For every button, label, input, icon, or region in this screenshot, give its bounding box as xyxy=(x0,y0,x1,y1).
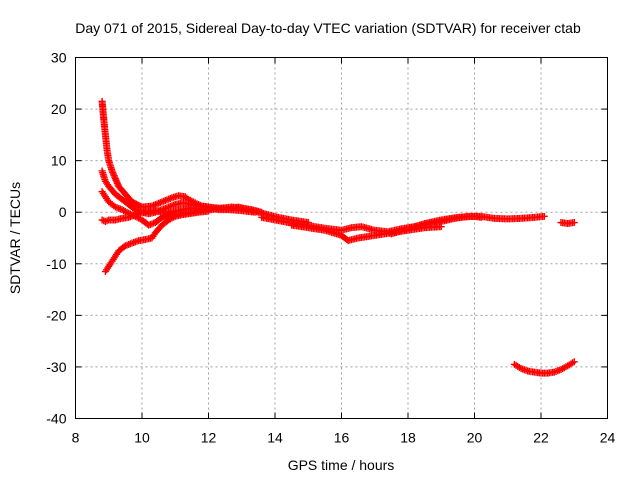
data-point xyxy=(205,207,212,215)
data-points xyxy=(98,97,578,377)
y-tick-label: -40 xyxy=(46,411,66,427)
x-tick-label: 12 xyxy=(201,430,217,446)
y-tick-label: 0 xyxy=(59,204,67,220)
series-satellite-track-i xyxy=(557,219,578,228)
data-point xyxy=(437,223,445,231)
axis-ticks xyxy=(75,57,608,419)
data-point xyxy=(570,219,578,227)
x-tick-labels: 8 10 12 14 16 18 20 22 24 xyxy=(72,430,616,446)
series-satellite-track-j xyxy=(510,358,578,377)
x-tick-label: 20 xyxy=(467,430,483,446)
x-tick-label: 18 xyxy=(400,430,416,446)
x-tick-label: 24 xyxy=(600,430,616,446)
x-tick-label: 22 xyxy=(533,430,549,446)
chart-title: Day 071 of 2015, Sidereal Day-to-day VTE… xyxy=(75,20,581,36)
series-satellite-track-e xyxy=(101,207,212,276)
series-satellite-track-h xyxy=(387,212,485,238)
x-tick-label: 16 xyxy=(334,430,350,446)
y-tick-label: 10 xyxy=(51,153,67,169)
x-axis-title: GPS time / hours xyxy=(288,457,395,473)
y-tick-label: 30 xyxy=(51,50,67,66)
chart-grid xyxy=(75,57,608,419)
data-point xyxy=(101,217,109,225)
data-point xyxy=(570,358,578,366)
y-tick-label: -10 xyxy=(46,256,66,272)
data-point xyxy=(98,216,106,224)
data-point xyxy=(477,213,485,221)
x-tick-label: 10 xyxy=(134,430,150,446)
data-point xyxy=(540,212,548,220)
x-tick-label: 14 xyxy=(267,430,283,446)
data-point xyxy=(103,217,111,225)
x-tick-label: 8 xyxy=(72,430,80,446)
y-tick-label: -30 xyxy=(46,359,66,375)
y-tick-label: -20 xyxy=(46,307,66,323)
y-axis-title: SDTVAR / TECUs xyxy=(7,182,23,294)
y-tick-label: 20 xyxy=(51,101,67,117)
y-tick-labels: -40 -30 -20 -10 0 10 20 30 xyxy=(46,50,66,427)
